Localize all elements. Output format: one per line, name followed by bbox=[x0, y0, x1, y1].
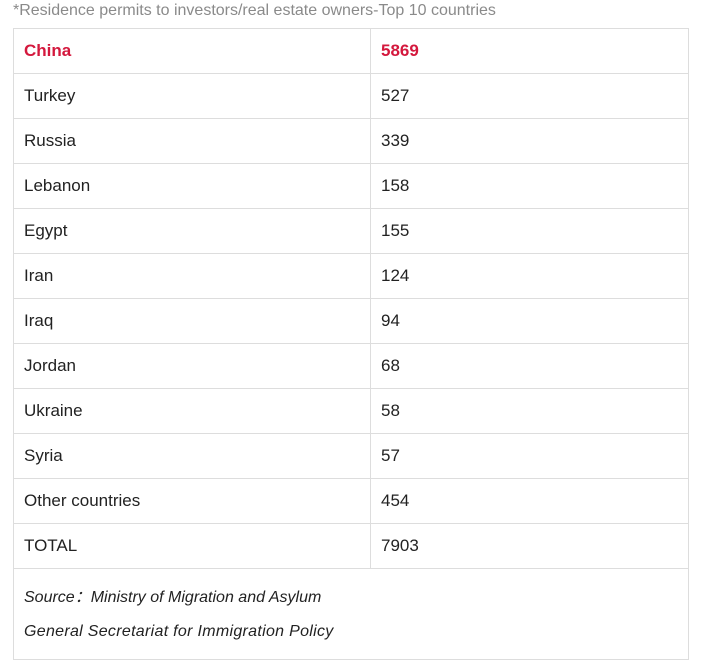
country-cell: Iran bbox=[14, 253, 371, 299]
permits-table: China 5869 Turkey 527 Russia 339 Lebanon… bbox=[13, 28, 689, 660]
country-cell: Lebanon bbox=[14, 163, 371, 209]
country-cell: Turkey bbox=[14, 73, 371, 119]
value-cell: 124 bbox=[370, 253, 688, 299]
source-line: Source：Ministry of Migration and Asylum bbox=[24, 589, 322, 606]
value-cell: 339 bbox=[370, 118, 688, 164]
source-line: General Secretariat for Immigration Poli… bbox=[24, 623, 334, 640]
table-row: Jordan 68 bbox=[14, 343, 688, 389]
value-cell: 155 bbox=[370, 208, 688, 254]
value-cell: 527 bbox=[370, 73, 688, 119]
table-row: Iraq 94 bbox=[14, 298, 688, 344]
table-row: Iran 124 bbox=[14, 253, 688, 299]
country-cell: TOTAL bbox=[14, 523, 371, 569]
value-cell: 94 bbox=[370, 298, 688, 344]
source-note: Source：Ministry of Migration and Asylum … bbox=[14, 569, 688, 659]
country-cell: Other countries bbox=[14, 478, 371, 524]
table-row: Turkey 527 bbox=[14, 73, 688, 119]
table-row: Egypt 155 bbox=[14, 208, 688, 254]
country-cell: Ukraine bbox=[14, 388, 371, 434]
value-cell: 454 bbox=[370, 478, 688, 524]
table-row: Syria 57 bbox=[14, 433, 688, 479]
table-row: Other countries 454 bbox=[14, 478, 688, 524]
country-cell: Jordan bbox=[14, 343, 371, 389]
country-cell: China bbox=[14, 29, 371, 74]
table-row-total: TOTAL 7903 bbox=[14, 523, 688, 569]
country-cell: Russia bbox=[14, 118, 371, 164]
value-cell: 68 bbox=[370, 343, 688, 389]
permits-table-grid: China 5869 Turkey 527 Russia 339 Lebanon… bbox=[14, 29, 688, 569]
table-row: Russia 339 bbox=[14, 118, 688, 164]
country-cell: Egypt bbox=[14, 208, 371, 254]
table-row: Ukraine 58 bbox=[14, 388, 688, 434]
value-cell: 58 bbox=[370, 388, 688, 434]
value-cell: 7903 bbox=[370, 523, 688, 569]
value-cell: 5869 bbox=[370, 29, 688, 74]
table-row: Lebanon 158 bbox=[14, 163, 688, 209]
value-cell: 158 bbox=[370, 163, 688, 209]
country-cell: Syria bbox=[14, 433, 371, 479]
country-cell: Iraq bbox=[14, 298, 371, 344]
table-caption: *Residence permits to investors/real est… bbox=[13, 2, 496, 19]
value-cell: 57 bbox=[370, 433, 688, 479]
table-row-china: China 5869 bbox=[14, 29, 688, 74]
